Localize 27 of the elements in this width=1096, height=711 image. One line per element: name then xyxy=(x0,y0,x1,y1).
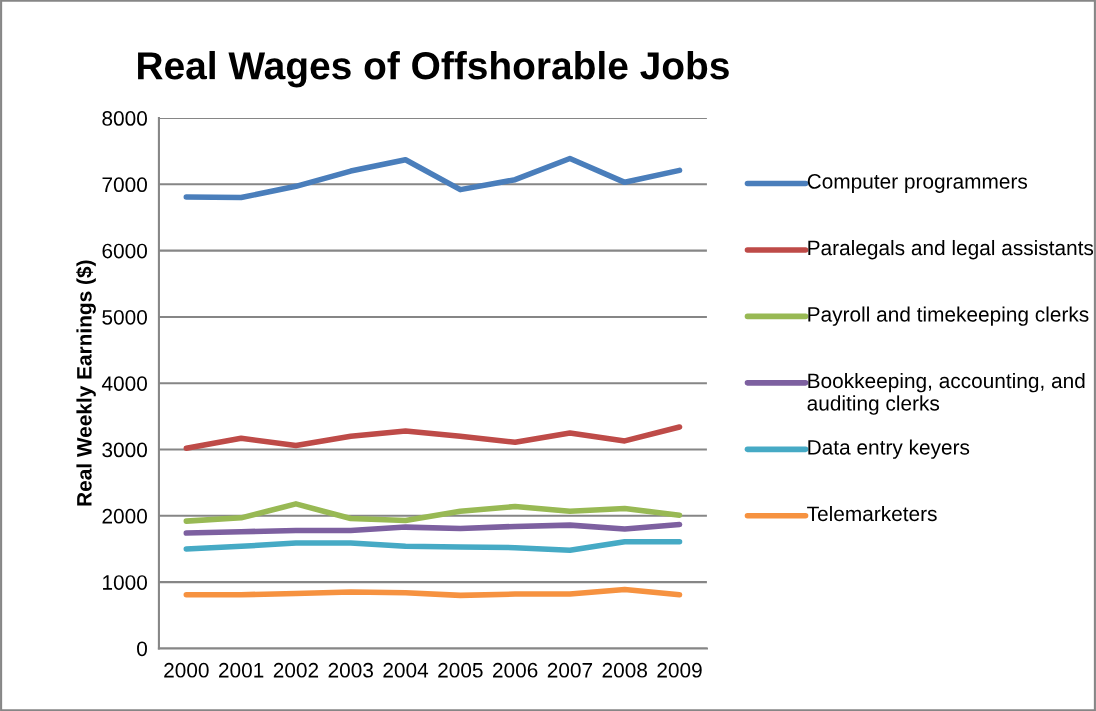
x-tick-label: 2008 xyxy=(602,662,647,678)
x-tick-label: 2009 xyxy=(657,662,702,678)
chart-title: Real Wages of Offshorable Jobs xyxy=(138,50,729,88)
legend-label: Data entry keyers xyxy=(808,439,970,459)
y-tick-label: 3000 xyxy=(102,442,147,458)
legend-label: Telemarketers xyxy=(807,505,937,522)
x-tick-label: 2005 xyxy=(438,662,483,678)
y-tick-label: 0 xyxy=(137,641,147,657)
legend-label: Computer programmers xyxy=(807,174,1028,193)
y-tick-label: 8000 xyxy=(102,111,147,126)
y-tick-label: 4000 xyxy=(101,376,147,391)
x-tick-label: 2000 xyxy=(164,662,209,678)
legend-label: Bookkeeping, accounting, and auditing clerks xyxy=(807,372,1085,415)
x-tick-label: 2001 xyxy=(219,662,264,678)
x-tick-label: 2007 xyxy=(547,662,593,678)
x-tick-label: 2003 xyxy=(328,662,373,678)
y-tick-label: 5000 xyxy=(102,309,147,325)
y-tick-label: 7000 xyxy=(102,177,147,193)
x-tick-label: 2006 xyxy=(493,662,538,678)
legend-label: Paralegals and legal assistants xyxy=(808,239,1094,260)
x-tick-label: 2004 xyxy=(383,662,429,678)
y-tick-label: 6000 xyxy=(102,243,147,259)
legend-label: Payroll and timekeeping clerks xyxy=(808,306,1089,326)
x-tick-label: 2002 xyxy=(273,662,319,678)
y-tick-label: 1000 xyxy=(103,575,147,590)
y-tick-label: 2000 xyxy=(102,508,147,524)
y-axis-title: Real Weekly Earnings ($) xyxy=(76,260,96,506)
